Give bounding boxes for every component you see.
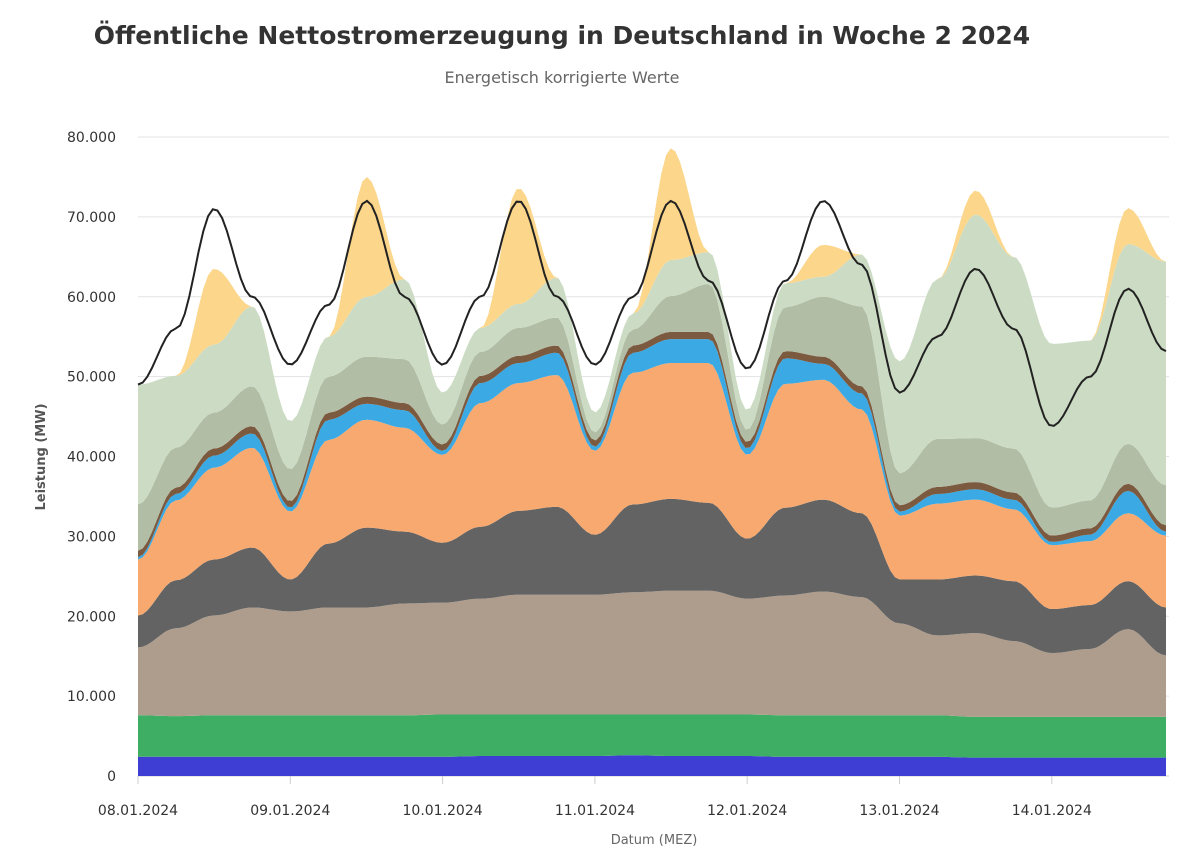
area-laufwasser	[138, 755, 1166, 776]
y-tick-label: 40.000	[67, 450, 116, 466]
x-tick-label: 14.01.2024	[1012, 803, 1092, 819]
chart-title: Öffentliche Nettostromerzeugung in Deuts…	[94, 20, 1030, 50]
load-lines	[137, 199, 1167, 427]
x-tick-label: 08.01.2024	[98, 803, 178, 819]
area-wind-onshore	[138, 214, 1166, 508]
x-tick-label: 11.01.2024	[555, 803, 635, 819]
x-axis-ticks: 08.01.2024 09.01.2024 10.01.2024 11.01.2024…	[98, 776, 1092, 819]
stacked-areas	[138, 148, 1166, 776]
y-tick-label: 10.000	[67, 689, 116, 705]
area-braunkohle	[138, 590, 1166, 717]
area-wind-offshore	[138, 284, 1166, 551]
area-steinkohle	[138, 498, 1166, 656]
x-tick-label: 12.01.2024	[707, 803, 787, 819]
chart-subtitle: Energetisch korrigierte Werte	[445, 68, 680, 87]
area-erdgas	[138, 363, 1166, 616]
y-axis-ticks: 0 10.000 20.000 30.000 40.000 50.000 60.000 70.…	[67, 130, 116, 785]
y-tick-label: 80.000	[67, 130, 116, 146]
y-tick-label: 70.000	[67, 210, 116, 226]
y-tick-label: 30.000	[67, 529, 116, 545]
area-biomasse	[138, 714, 1166, 758]
x-tick-label: 09.01.2024	[250, 803, 330, 819]
x-tick-label: 13.01.2024	[859, 803, 939, 819]
y-tick-label: 60.000	[67, 290, 116, 306]
y-tick-label: 50.000	[67, 370, 116, 386]
line-last	[137, 199, 1167, 427]
area-solar	[138, 148, 1166, 421]
y-tick-label: 0	[107, 769, 116, 785]
x-tick-label: 10.01.2024	[403, 803, 483, 819]
y-axis-title: Leistung (MW)	[34, 403, 49, 510]
y-tick-label: 20.000	[67, 609, 116, 625]
area-andere	[138, 331, 1166, 558]
x-axis-title: Datum (MEZ)	[611, 833, 698, 848]
